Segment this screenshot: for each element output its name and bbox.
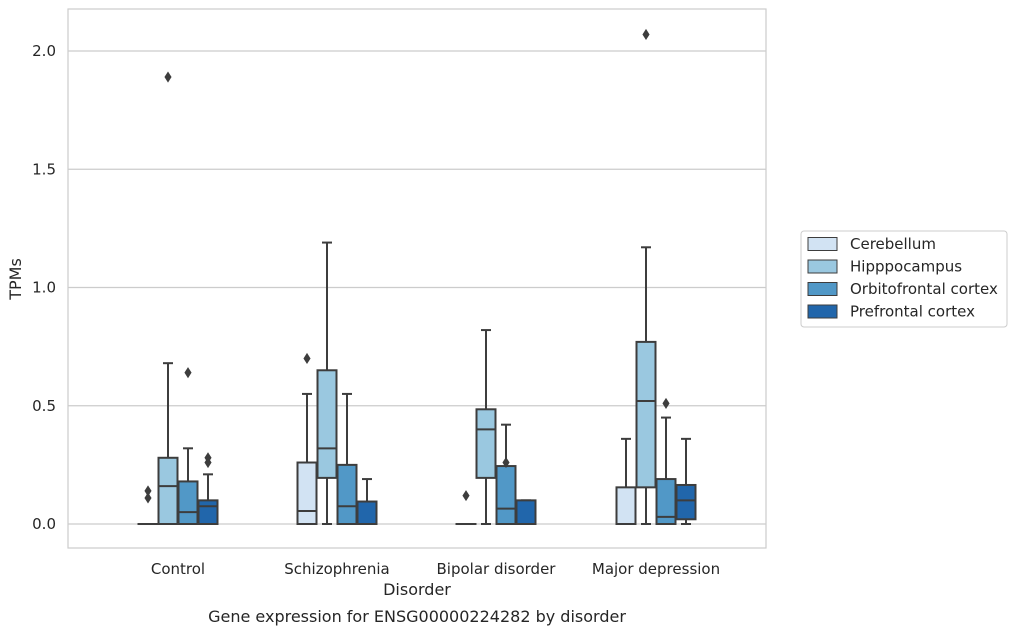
box-body	[515, 499, 537, 526]
box-body	[635, 340, 657, 489]
y-tick-label: 1.0	[32, 279, 56, 297]
outlier-point	[662, 397, 670, 409]
box-hipppocampus-3	[635, 28, 657, 525]
box-prefrontal-cortex-2	[515, 499, 537, 526]
plot-frame	[67, 8, 767, 549]
legend-label: Cerebellum	[850, 235, 936, 253]
outlier-point	[144, 485, 152, 497]
box-hipppocampus-2	[475, 329, 497, 525]
chart-caption: Gene expression for ENSG00000224282 by d…	[208, 607, 626, 626]
box-body	[615, 486, 637, 525]
outlier-point	[184, 367, 192, 379]
box-orbitofrontal-cortex-0	[177, 367, 199, 525]
y-axis-ticks: 0.0 0.5 1.0 1.5 2.0	[32, 42, 56, 533]
box-cerebellum-3	[615, 437, 637, 525]
outlier-point	[164, 71, 172, 83]
box-body	[475, 408, 497, 479]
box-body	[157, 456, 179, 525]
outlier-point	[204, 452, 212, 464]
x-axis-ticks: Control Schizophrenia Bipolar disorder Majo…	[151, 560, 720, 578]
legend-swatch	[807, 237, 838, 251]
legend-swatch	[807, 259, 838, 274]
box-body	[675, 483, 697, 521]
legend-swatch	[807, 282, 838, 296]
y-axis-label: TPMs	[6, 258, 25, 301]
x-axis-label: Disorder	[383, 580, 451, 599]
box-prefrontal-cortex-0	[197, 452, 219, 526]
legend-label: Hipppocampus	[850, 258, 962, 276]
plot-area	[137, 28, 697, 526]
x-tick-label: Bipolar disorder	[437, 560, 557, 578]
x-tick-label: Schizophrenia	[284, 560, 389, 578]
x-tick-label: Control	[151, 560, 205, 578]
box-body	[296, 461, 318, 526]
outlier-point	[502, 456, 510, 469]
box-cerebellum-2	[455, 490, 477, 526]
box-cerebellum-1	[296, 352, 318, 526]
box-body	[336, 463, 358, 525]
box-prefrontal-cortex-1	[356, 478, 378, 526]
box-hipppocampus-1	[316, 241, 338, 525]
y-tick-label: 0.5	[32, 397, 56, 415]
outlier-point	[642, 28, 650, 41]
outlier-point	[462, 490, 470, 502]
y-tick-label: 0.0	[32, 515, 56, 533]
box-cerebellum-0	[137, 485, 159, 526]
legend-swatch	[807, 304, 838, 319]
gridlines	[68, 50, 766, 525]
box-body	[197, 499, 219, 526]
legend: Cerebellum Hipppocampus Orbitofrontal cort…	[800, 230, 1008, 328]
box-body	[356, 500, 378, 526]
legend-label: Prefrontal cortex	[850, 303, 975, 321]
box-hipppocampus-0	[157, 71, 179, 525]
legend-frame	[800, 230, 1008, 328]
box-orbitofrontal-cortex-1	[336, 392, 358, 525]
y-tick-label: 2.0	[32, 42, 56, 60]
y-tick-label: 1.5	[32, 160, 56, 178]
outlier-point	[144, 492, 152, 504]
box-orbitofrontal-cortex-3	[655, 397, 677, 526]
box-prefrontal-cortex-3	[675, 437, 697, 525]
box-body	[495, 465, 517, 525]
outlier-point	[303, 352, 311, 365]
legend-label: Orbitofrontal cortex	[850, 280, 998, 298]
box-orbitofrontal-cortex-2	[495, 423, 517, 525]
box-body	[316, 369, 338, 479]
x-tick-label: Major depression	[592, 560, 720, 578]
box-body	[177, 480, 199, 525]
